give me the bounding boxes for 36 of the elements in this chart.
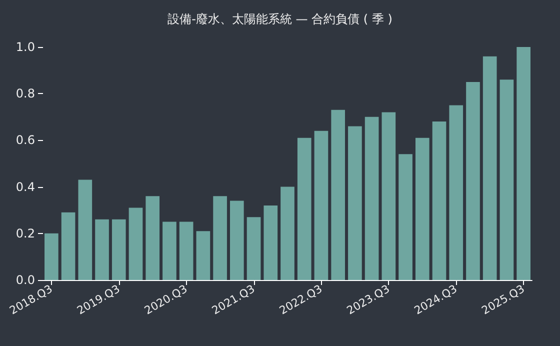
bar [516, 47, 530, 280]
chart-title: 設備-廢水、太陽能系統 — 合約負債 ( 季 ) [168, 12, 392, 26]
bar [146, 196, 160, 280]
bar [95, 219, 109, 280]
bar [213, 196, 227, 280]
bar [246, 217, 261, 280]
y-tick-label: 0.6 [16, 133, 35, 148]
bar [297, 138, 312, 280]
y-tick-label: 0.8 [16, 86, 35, 101]
bar [500, 80, 514, 280]
bar [78, 180, 92, 280]
bar [44, 233, 58, 280]
bar [449, 105, 464, 280]
bar [432, 122, 446, 280]
y-tick-label: 0.0 [16, 273, 35, 287]
bar [314, 130, 328, 280]
bar [331, 110, 345, 280]
bar [382, 112, 396, 280]
bar [179, 222, 194, 280]
bar [112, 219, 126, 280]
bar [196, 231, 210, 280]
bar [128, 208, 143, 280]
bar [398, 154, 412, 280]
bar [61, 212, 76, 280]
y-tick-label: 0.2 [16, 226, 35, 240]
y-tick-label: 1.0 [16, 40, 35, 54]
bar [348, 126, 362, 280]
bar [230, 200, 244, 280]
bar [466, 82, 480, 280]
bar [162, 222, 176, 280]
bar [364, 116, 379, 280]
bar [415, 138, 430, 280]
y-tick-label: 0.4 [16, 180, 35, 194]
bar [482, 56, 497, 280]
bar [264, 205, 278, 280]
bar [280, 186, 294, 280]
